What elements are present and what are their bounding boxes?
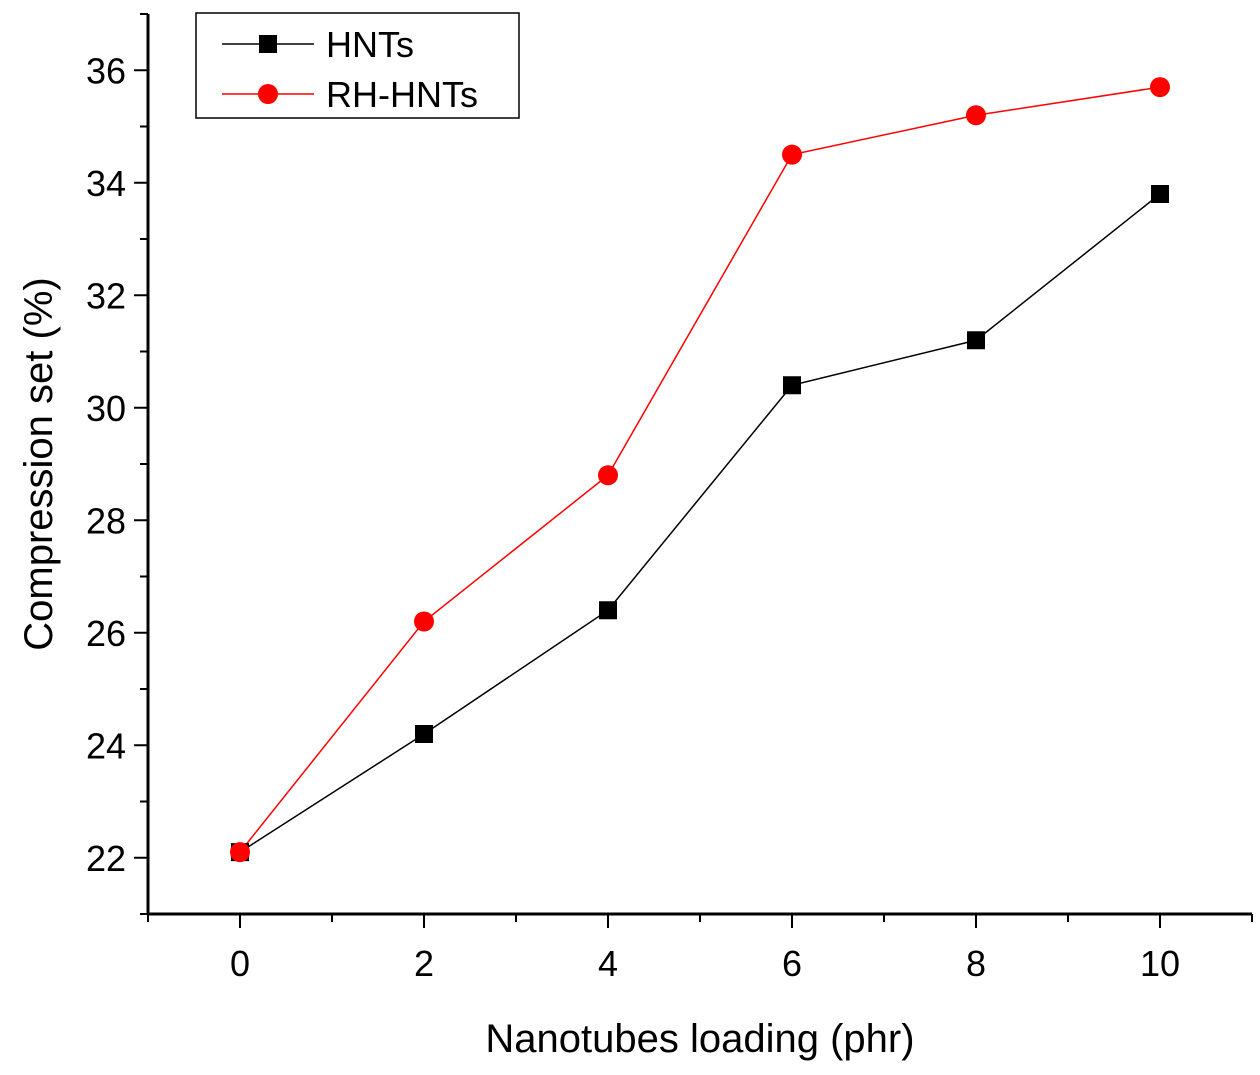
x-tick-label: 0 <box>230 943 250 984</box>
data-point-rh-hnts <box>598 465 618 486</box>
legend: HNTs RH-HNTs <box>195 12 520 119</box>
data-point-rh-hnts <box>230 842 250 863</box>
x-axis-ticks: 0 2 4 6 8 10 <box>147 914 1253 984</box>
y-tick-label: 24 <box>86 725 126 766</box>
legend-label-rh-hnts: RH-HNTs <box>326 74 478 115</box>
series-layer <box>230 77 1170 863</box>
data-point-hnts <box>415 725 433 743</box>
x-tick-label: 2 <box>414 943 434 984</box>
x-tick-label: 4 <box>598 943 618 984</box>
legend-marker-rh-hnts <box>258 84 278 104</box>
data-point-hnts <box>783 376 801 395</box>
data-point-rh-hnts <box>1150 77 1170 98</box>
x-tick-label: 8 <box>966 943 986 984</box>
y-tick-label: 28 <box>86 500 126 541</box>
x-axis-title: Nanotubes loading (phr) <box>485 1017 914 1061</box>
y-tick-label: 36 <box>86 50 126 91</box>
y-axis-title: Compression set (%) <box>17 277 61 650</box>
x-tick-label: 6 <box>782 943 802 984</box>
chart-axes <box>146 14 1252 916</box>
x-tick-label: 10 <box>1140 943 1180 984</box>
legend-marker-hnts <box>259 35 277 53</box>
y-tick-label: 30 <box>86 388 126 429</box>
y-tick-label: 32 <box>86 275 126 316</box>
legend-label-hnts: HNTs <box>326 24 414 65</box>
data-point-rh-hnts <box>782 144 802 165</box>
y-tick-label: 34 <box>86 163 126 204</box>
data-point-hnts <box>1151 185 1169 203</box>
y-tick-label: 22 <box>86 838 126 879</box>
series-line-hnts <box>239 193 1161 853</box>
data-point-hnts <box>967 331 985 350</box>
data-point-rh-hnts <box>414 611 434 632</box>
data-point-rh-hnts <box>966 105 986 126</box>
legend-box <box>195 12 520 119</box>
data-point-hnts <box>599 601 617 620</box>
y-axis-ticks: 22 24 26 28 30 32 34 36 <box>86 13 148 915</box>
y-tick-label: 26 <box>86 613 126 654</box>
series-line-rh-hnts <box>239 86 1161 853</box>
